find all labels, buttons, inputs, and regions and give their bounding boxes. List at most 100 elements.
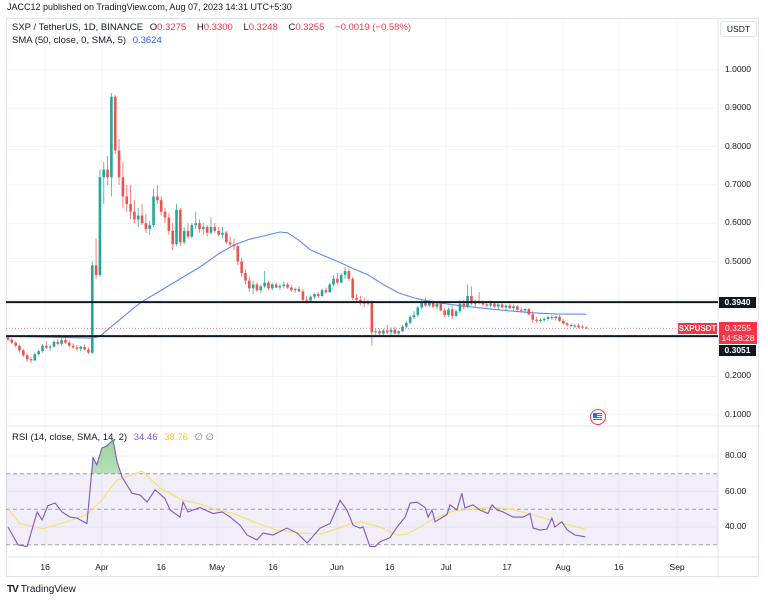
candle-body [255, 284, 259, 291]
rsi-legend: RSI (14, close, SMA, 14, 2) 34.46 38.76 … [12, 432, 218, 443]
candle-body [301, 291, 305, 300]
candle-body [129, 204, 132, 212]
candle [171, 223, 174, 251]
candle-body [14, 342, 17, 346]
candle [393, 326, 397, 335]
candle-body [45, 345, 48, 348]
rsi-sma-line [7, 470, 586, 536]
candle [408, 315, 412, 325]
candle [320, 288, 324, 297]
candle [324, 287, 328, 295]
candle-body [259, 286, 263, 291]
tradingview-logo-icon: TV [7, 584, 19, 595]
candle-body [328, 284, 332, 293]
sma-legend: SMA (50, close, 0, SMA, 5) 0.3624 [12, 35, 166, 46]
candle [328, 282, 332, 293]
brand-name: TradingView [20, 584, 76, 595]
candle-body [293, 289, 297, 291]
price-axis-label: 0.6000 [725, 217, 751, 228]
candle [179, 207, 182, 247]
candle [10, 338, 14, 344]
candle [428, 299, 431, 308]
currency-button[interactable]: USDT [720, 21, 757, 37]
candle [473, 299, 477, 308]
candle [106, 156, 109, 185]
current-price: 0.3255 [725, 323, 751, 333]
candle [542, 317, 546, 323]
candle-body [297, 289, 301, 292]
candle [133, 200, 136, 224]
candle-body [198, 223, 201, 229]
candle-body [550, 317, 554, 319]
bar-countdown: 14:58:28 [721, 333, 755, 343]
candle-body [585, 327, 588, 329]
candle-body [405, 322, 408, 327]
candle-body [562, 320, 565, 324]
candle-body [18, 345, 21, 351]
candle [443, 308, 446, 318]
candle [129, 184, 132, 220]
candle-body [324, 290, 328, 293]
symbol-title[interactable]: SXP / TetherUS, 1D, BINANCE [12, 22, 144, 33]
rsi-label[interactable]: RSI (14, close, SMA, 14, 2) [12, 432, 128, 443]
candle-body [25, 355, 29, 360]
candle-body [263, 282, 266, 287]
time-axis-label: Apr [95, 562, 109, 572]
candle-body [558, 316, 561, 321]
candle [374, 328, 377, 337]
candle [539, 318, 542, 323]
rsi-sma-value: 38.76 [164, 432, 188, 443]
candle-body [428, 302, 431, 306]
candle [416, 305, 420, 318]
candle [117, 138, 121, 185]
candle [454, 309, 458, 318]
candle-body [447, 309, 450, 316]
candle-body [424, 301, 427, 306]
sma-label[interactable]: SMA (50, close, 0, SMA, 5) [12, 35, 127, 46]
candle-body [450, 309, 454, 316]
candle-body [470, 295, 473, 304]
candle-body [573, 325, 577, 327]
candle [98, 169, 102, 277]
candle-body [29, 359, 33, 361]
time-axis-label: 17 [502, 562, 512, 572]
candle [163, 207, 167, 224]
price-axis-label: 0.2000 [725, 370, 751, 381]
candle-body [370, 301, 374, 333]
us-economic-event-icon[interactable] [590, 409, 606, 425]
candle [232, 238, 236, 251]
candle [519, 307, 523, 313]
candle-body [278, 286, 282, 288]
candle [152, 188, 155, 228]
candle [236, 244, 240, 266]
candle-body [336, 278, 339, 283]
candle-body [397, 331, 400, 334]
candle-body [359, 299, 362, 302]
candle [569, 323, 573, 328]
candle-body [489, 303, 492, 306]
candle-body [67, 342, 71, 346]
candle-body [351, 278, 354, 298]
candle [228, 236, 232, 247]
candle-body [209, 227, 213, 233]
candle-body [22, 350, 25, 356]
candle [94, 238, 98, 279]
candle [221, 227, 224, 239]
candle [293, 287, 297, 293]
change-value: −0.0019 (−0.58%) [335, 22, 412, 33]
candle-body [382, 330, 385, 334]
rsi-line [7, 438, 586, 548]
price-axis-label: 0.1000 [725, 408, 751, 419]
candle [546, 315, 550, 321]
rsi-extra-values: ∅ ∅ [194, 432, 214, 443]
candle [64, 337, 67, 344]
candle-body [416, 307, 420, 316]
candle [562, 318, 565, 325]
candle-body [136, 215, 140, 220]
candle-body [75, 347, 79, 349]
candle-body [202, 227, 205, 229]
time-axis-label: 16 [40, 562, 50, 572]
rsi-band-fill [6, 473, 718, 545]
candle-body [270, 284, 274, 289]
